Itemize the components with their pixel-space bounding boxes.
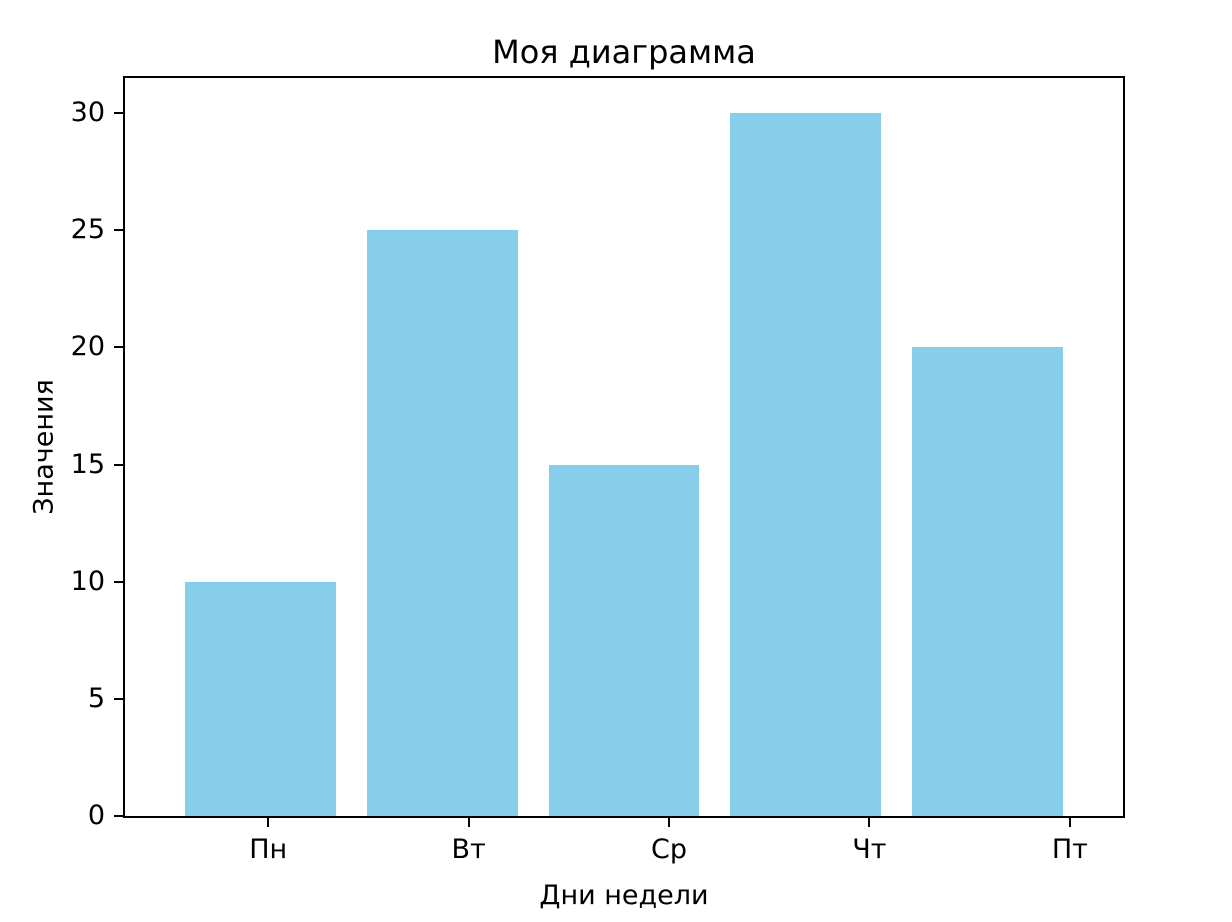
y-tick-label: 30 (70, 97, 105, 129)
x-tick: Вт (368, 818, 568, 865)
y-tick-mark (114, 580, 123, 583)
x-axis: Пн Вт Ср Чт Пт (123, 818, 1215, 865)
bar-Пн (185, 581, 337, 816)
plot-area (123, 76, 1125, 818)
bar-slot (715, 78, 897, 816)
x-axis-label: Дни недели (539, 880, 709, 911)
y-tick-mark (114, 112, 123, 115)
bar-slot (170, 78, 352, 816)
y-tick-label: 15 (70, 448, 105, 480)
bars (125, 78, 1123, 816)
y-axis: 0 5 10 15 20 25 30 (0, 76, 123, 829)
x-tick: Чт (769, 818, 969, 865)
y-tick-label: 10 (70, 565, 105, 597)
y-tick-mark (114, 346, 123, 349)
y-tick-label: 25 (70, 214, 105, 246)
x-tick-mark (467, 818, 470, 827)
y-tick-label: 0 (87, 800, 105, 831)
x-tick-label: Чт (852, 834, 887, 865)
x-tick: Пн (168, 818, 368, 865)
chart-title: Моя диаграмма (492, 33, 756, 71)
bar-slot (352, 78, 534, 816)
bar-Ср (548, 464, 700, 816)
x-tick-label: Пн (249, 834, 288, 865)
y-tick-mark (114, 697, 123, 700)
y-tick-mark (114, 463, 123, 466)
bar-slot (533, 78, 715, 816)
bar-Пт (911, 347, 1063, 816)
x-tick-mark (868, 818, 871, 827)
x-tick-label: Ср (651, 834, 688, 865)
x-tick: Ср (569, 818, 769, 865)
bar-Вт (367, 230, 518, 816)
x-tick: Пт (970, 818, 1170, 865)
y-tick-label: 20 (70, 331, 105, 363)
y-tick-mark (114, 815, 123, 817)
bar-slot (896, 78, 1078, 816)
x-tick-label: Пт (1051, 834, 1088, 865)
x-tick-mark (267, 818, 270, 827)
x-tick-label: Вт (451, 834, 486, 865)
bar-Чт (730, 113, 881, 816)
x-tick-mark (668, 818, 671, 827)
y-tick-mark (114, 229, 123, 232)
x-tick-mark (1068, 818, 1071, 827)
y-tick-label: 5 (87, 682, 105, 714)
